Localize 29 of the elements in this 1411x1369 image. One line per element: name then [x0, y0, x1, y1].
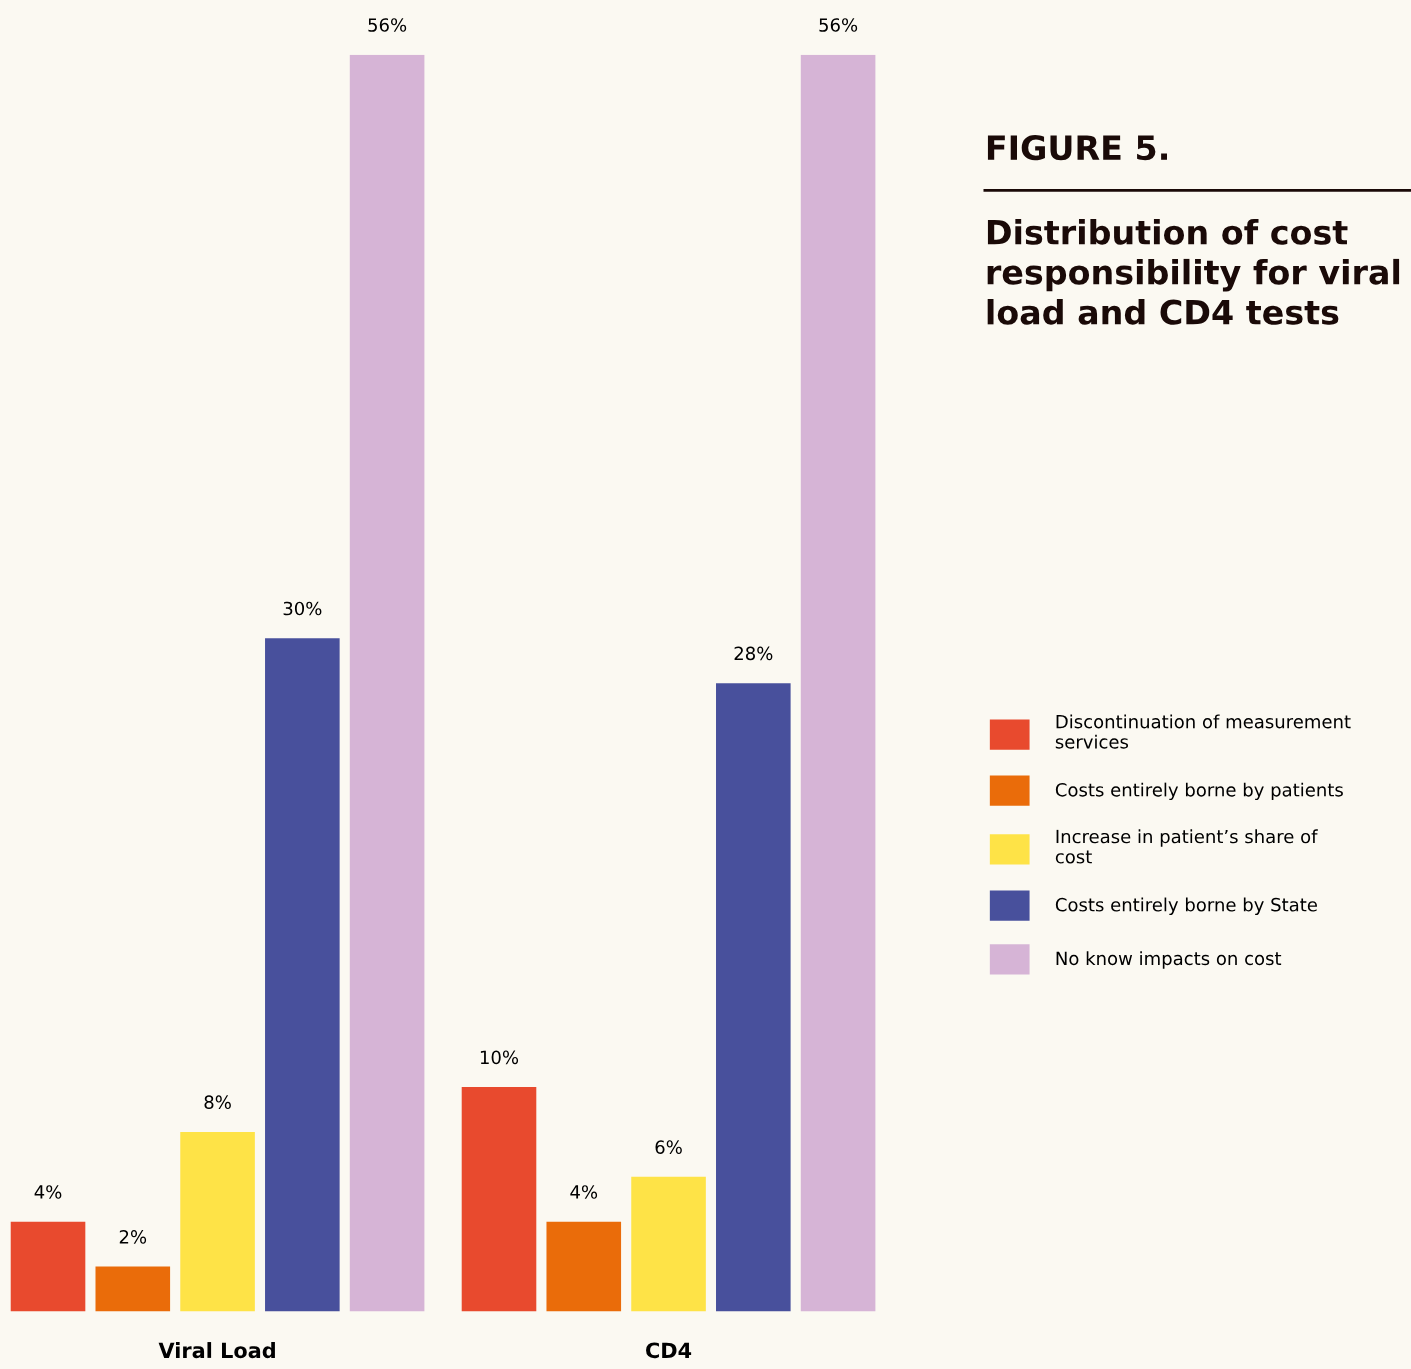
- bar: [10, 1221, 86, 1312]
- bar: [349, 54, 425, 1312]
- bar: [631, 1176, 706, 1312]
- data-label: 30%: [283, 601, 322, 616]
- bar: [180, 1131, 255, 1312]
- data-label: 28%: [734, 646, 773, 661]
- legend-label: Increase in patient’s share of cost: [1055, 829, 1318, 864]
- data-label: 4%: [34, 1185, 62, 1199]
- legend-label: Discontinuation of measurement services: [1055, 714, 1351, 749]
- data-label: 56%: [368, 18, 407, 32]
- bar: [546, 1221, 622, 1312]
- data-label: 6%: [655, 1140, 682, 1154]
- bar: [716, 683, 791, 1312]
- data-label: 8%: [204, 1095, 231, 1110]
- data-label: 56%: [819, 18, 858, 32]
- legend-label: No know impacts on cost: [1056, 951, 1282, 969]
- bar: [800, 54, 876, 1312]
- legend-label: Costs entirely borne by patients: [1055, 782, 1343, 801]
- bar: [461, 1087, 537, 1312]
- bar: [95, 1266, 171, 1312]
- data-label: 10%: [480, 1050, 519, 1065]
- text: FIGURE 5.: [987, 135, 1167, 161]
- x-tick-label: CD4: [646, 1342, 692, 1359]
- bar: [265, 638, 340, 1312]
- x-tick-label: Viral Load: [158, 1342, 275, 1359]
- data-label: 2%: [119, 1230, 147, 1244]
- data-label: 4%: [570, 1185, 598, 1199]
- legend-label: Costs entirely borne by State: [1055, 897, 1317, 915]
- text: Distribution of cost responsibility for viral load and CD4 tests: [987, 219, 1400, 325]
